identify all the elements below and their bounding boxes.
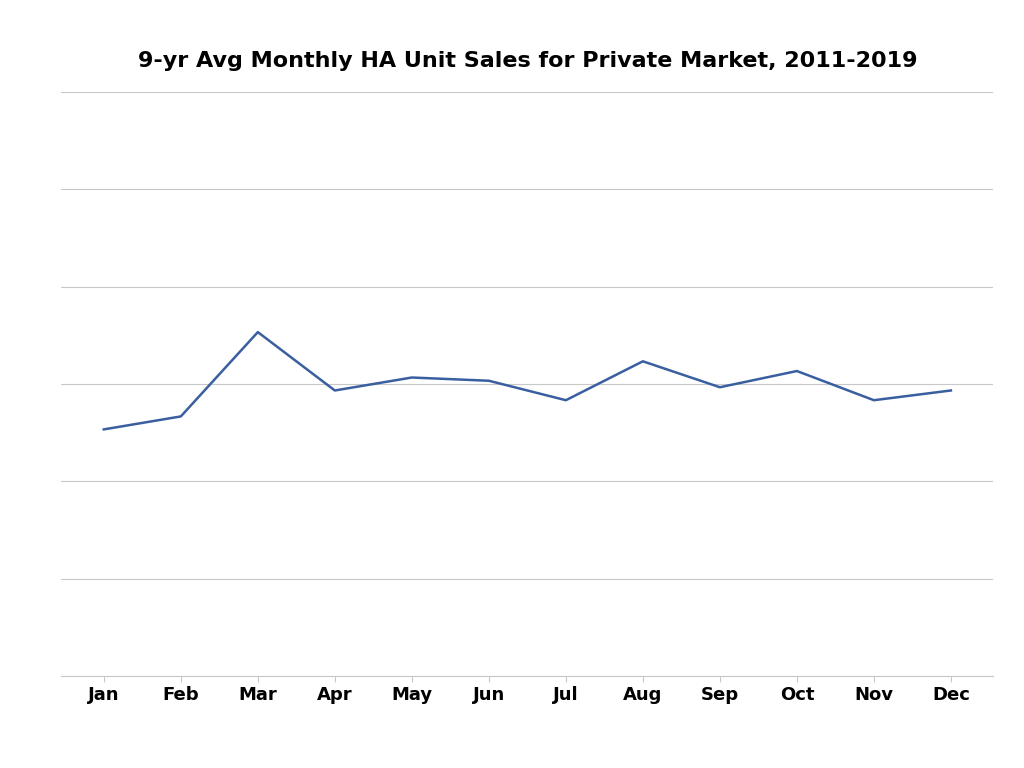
- Title: 9-yr Avg Monthly HA Unit Sales for Private Market, 2011-2019: 9-yr Avg Monthly HA Unit Sales for Priva…: [137, 51, 918, 71]
